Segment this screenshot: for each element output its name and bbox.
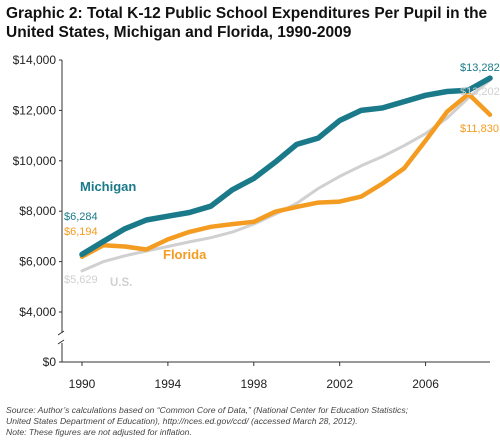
x-tick-label: 1994 xyxy=(155,377,182,391)
y-tick-label: $14,000 xyxy=(13,53,57,67)
chart-title-line-1: Graphic 2: Total K-12 Public School Expe… xyxy=(6,5,488,22)
source-footnote: Source: Author’s calculations based on “… xyxy=(6,405,496,438)
x-tick-label: 2002 xyxy=(326,377,353,391)
footnote-line-2: United States Department of Education), … xyxy=(6,416,358,426)
series-name-label-florida: Florida xyxy=(163,247,207,262)
x-tick-label: 1990 xyxy=(69,377,96,391)
y-axis-break-mark xyxy=(57,330,65,336)
start-value-label: $5,629 xyxy=(64,274,98,286)
series-line-michigan xyxy=(79,75,493,258)
series-name-label-michigan: Michigan xyxy=(80,179,136,194)
end-value-label: $11,830 xyxy=(460,123,499,135)
start-value-label: $6,284 xyxy=(64,211,98,223)
chart-title: Graphic 2: Total K-12 Public School Expe… xyxy=(6,4,496,42)
start-value-label: $6,194 xyxy=(64,226,98,238)
y-tick-label: $12,000 xyxy=(13,103,57,117)
series-name-label-u-s: U.S. xyxy=(110,277,132,289)
series-line-florida xyxy=(79,91,493,259)
y-tick-label: $8,000 xyxy=(19,204,56,218)
end-value-label: $13,202 xyxy=(460,86,500,98)
y-tick-label: $4,000 xyxy=(19,305,56,319)
series-line-u-s xyxy=(80,78,492,273)
y-axis-break-mark xyxy=(57,339,65,345)
footnote-line-3: Note: These figures are not adjusted for… xyxy=(6,427,192,437)
y-tick-label: $0 xyxy=(43,355,57,369)
x-tick-label: 2006 xyxy=(412,377,439,391)
y-tick-label: $6,000 xyxy=(19,255,56,269)
chart-title-line-2: United States, Michigan and Florida, 199… xyxy=(6,24,352,41)
footnote-line-1: Source: Author’s calculations based on “… xyxy=(6,405,409,415)
end-value-label: $13,282 xyxy=(460,62,500,74)
x-tick-label: 1998 xyxy=(240,377,267,391)
y-tick-label: $10,000 xyxy=(13,154,57,168)
